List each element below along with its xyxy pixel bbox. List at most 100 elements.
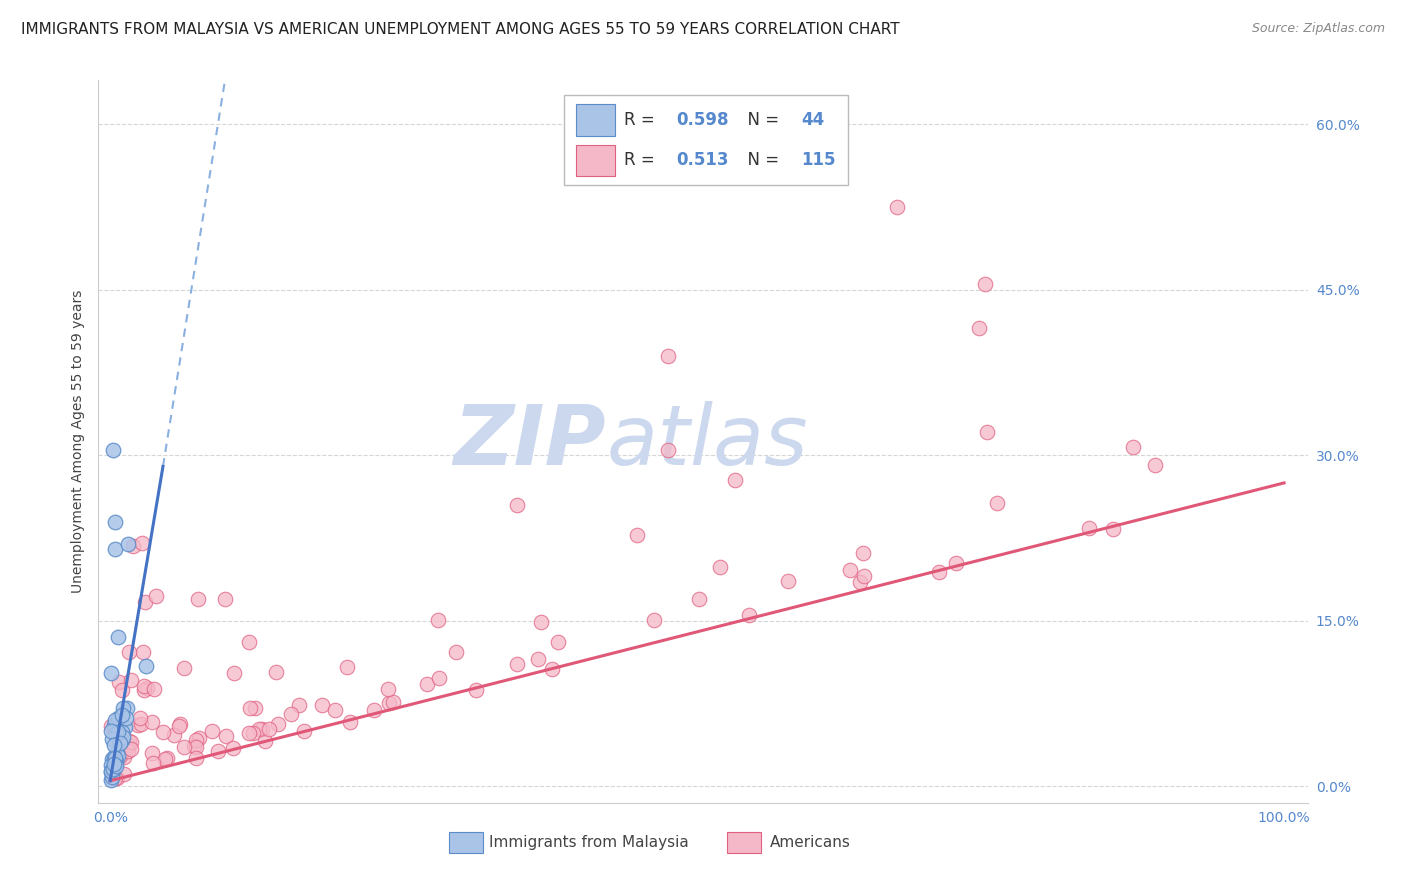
Point bbox=[1122, 441, 1144, 455]
Point bbox=[103, 764, 125, 778]
Point bbox=[108, 736, 131, 750]
Point bbox=[100, 772, 122, 787]
Point bbox=[104, 771, 127, 785]
Point bbox=[643, 613, 665, 627]
Point bbox=[427, 671, 450, 685]
Point bbox=[214, 591, 236, 606]
Point bbox=[738, 608, 761, 623]
Point bbox=[103, 760, 125, 774]
Point bbox=[254, 734, 277, 748]
Point bbox=[184, 733, 207, 747]
Point bbox=[115, 740, 138, 755]
Point bbox=[134, 595, 156, 609]
Point bbox=[107, 631, 129, 645]
Point bbox=[142, 756, 165, 770]
Text: N =: N = bbox=[737, 152, 785, 169]
Point bbox=[163, 727, 186, 741]
Point bbox=[104, 713, 127, 727]
Point bbox=[112, 750, 135, 764]
Point bbox=[973, 277, 995, 292]
Point bbox=[101, 752, 124, 766]
Point bbox=[267, 716, 290, 731]
Point bbox=[183, 739, 205, 753]
Point bbox=[111, 707, 134, 722]
Point bbox=[104, 726, 127, 740]
Text: N =: N = bbox=[737, 111, 785, 129]
Point bbox=[188, 731, 211, 746]
Point bbox=[134, 679, 156, 693]
Text: ZIP: ZIP bbox=[454, 401, 606, 482]
Point bbox=[173, 661, 195, 675]
Text: 0.513: 0.513 bbox=[676, 152, 728, 169]
Text: Immigrants from Malaysia: Immigrants from Malaysia bbox=[489, 835, 689, 850]
Point bbox=[103, 738, 125, 752]
Point bbox=[121, 539, 143, 553]
Point bbox=[657, 442, 679, 457]
Point bbox=[100, 770, 122, 784]
Point bbox=[709, 560, 731, 574]
Point bbox=[103, 718, 125, 732]
Point bbox=[243, 701, 266, 715]
Point bbox=[129, 717, 152, 731]
Point bbox=[547, 635, 569, 649]
Point bbox=[838, 563, 860, 577]
Point bbox=[152, 725, 174, 739]
Point bbox=[104, 758, 127, 772]
Point bbox=[143, 681, 166, 696]
Point bbox=[339, 714, 361, 729]
FancyBboxPatch shape bbox=[576, 145, 614, 177]
Point bbox=[107, 746, 129, 760]
Point bbox=[104, 515, 127, 529]
Point bbox=[107, 748, 129, 763]
Point bbox=[986, 496, 1008, 510]
Point bbox=[107, 711, 129, 725]
Point bbox=[131, 645, 153, 659]
Point bbox=[145, 589, 167, 603]
Point bbox=[104, 754, 127, 768]
Point bbox=[222, 740, 245, 755]
Point bbox=[257, 722, 280, 736]
Point bbox=[215, 729, 238, 743]
Point bbox=[111, 724, 134, 739]
Point bbox=[105, 731, 128, 745]
Point bbox=[530, 615, 553, 630]
FancyBboxPatch shape bbox=[727, 831, 761, 854]
Text: Source: ZipAtlas.com: Source: ZipAtlas.com bbox=[1251, 22, 1385, 36]
Point bbox=[153, 752, 176, 766]
Point bbox=[131, 536, 153, 550]
Point bbox=[848, 574, 870, 589]
Point bbox=[103, 750, 125, 764]
Point bbox=[280, 707, 302, 722]
Point bbox=[141, 746, 163, 760]
Point bbox=[100, 724, 122, 739]
Text: 115: 115 bbox=[801, 152, 835, 169]
Point bbox=[141, 714, 163, 729]
Text: IMMIGRANTS FROM MALAYSIA VS AMERICAN UNEMPLOYMENT AMONG AGES 55 TO 59 YEARS CORR: IMMIGRANTS FROM MALAYSIA VS AMERICAN UNE… bbox=[21, 22, 900, 37]
Point bbox=[527, 652, 550, 666]
Point bbox=[100, 719, 122, 733]
Point bbox=[103, 756, 125, 771]
Point bbox=[626, 527, 648, 541]
Point bbox=[688, 591, 710, 606]
Text: 44: 44 bbox=[801, 111, 824, 129]
Point bbox=[505, 498, 527, 512]
Point bbox=[101, 759, 124, 773]
Point bbox=[107, 771, 129, 785]
Point bbox=[108, 675, 131, 690]
Point bbox=[184, 739, 207, 754]
Point bbox=[336, 659, 359, 673]
Point bbox=[101, 762, 124, 776]
Point bbox=[886, 200, 908, 214]
Point bbox=[207, 744, 229, 758]
Point bbox=[101, 442, 124, 457]
Point bbox=[111, 682, 134, 697]
Point bbox=[100, 666, 122, 681]
Point bbox=[381, 695, 404, 709]
Point bbox=[117, 744, 139, 758]
Point bbox=[238, 635, 260, 649]
Point bbox=[415, 677, 437, 691]
Point bbox=[134, 683, 156, 698]
Point bbox=[101, 732, 124, 747]
Text: atlas: atlas bbox=[606, 401, 808, 482]
Point bbox=[105, 755, 128, 769]
